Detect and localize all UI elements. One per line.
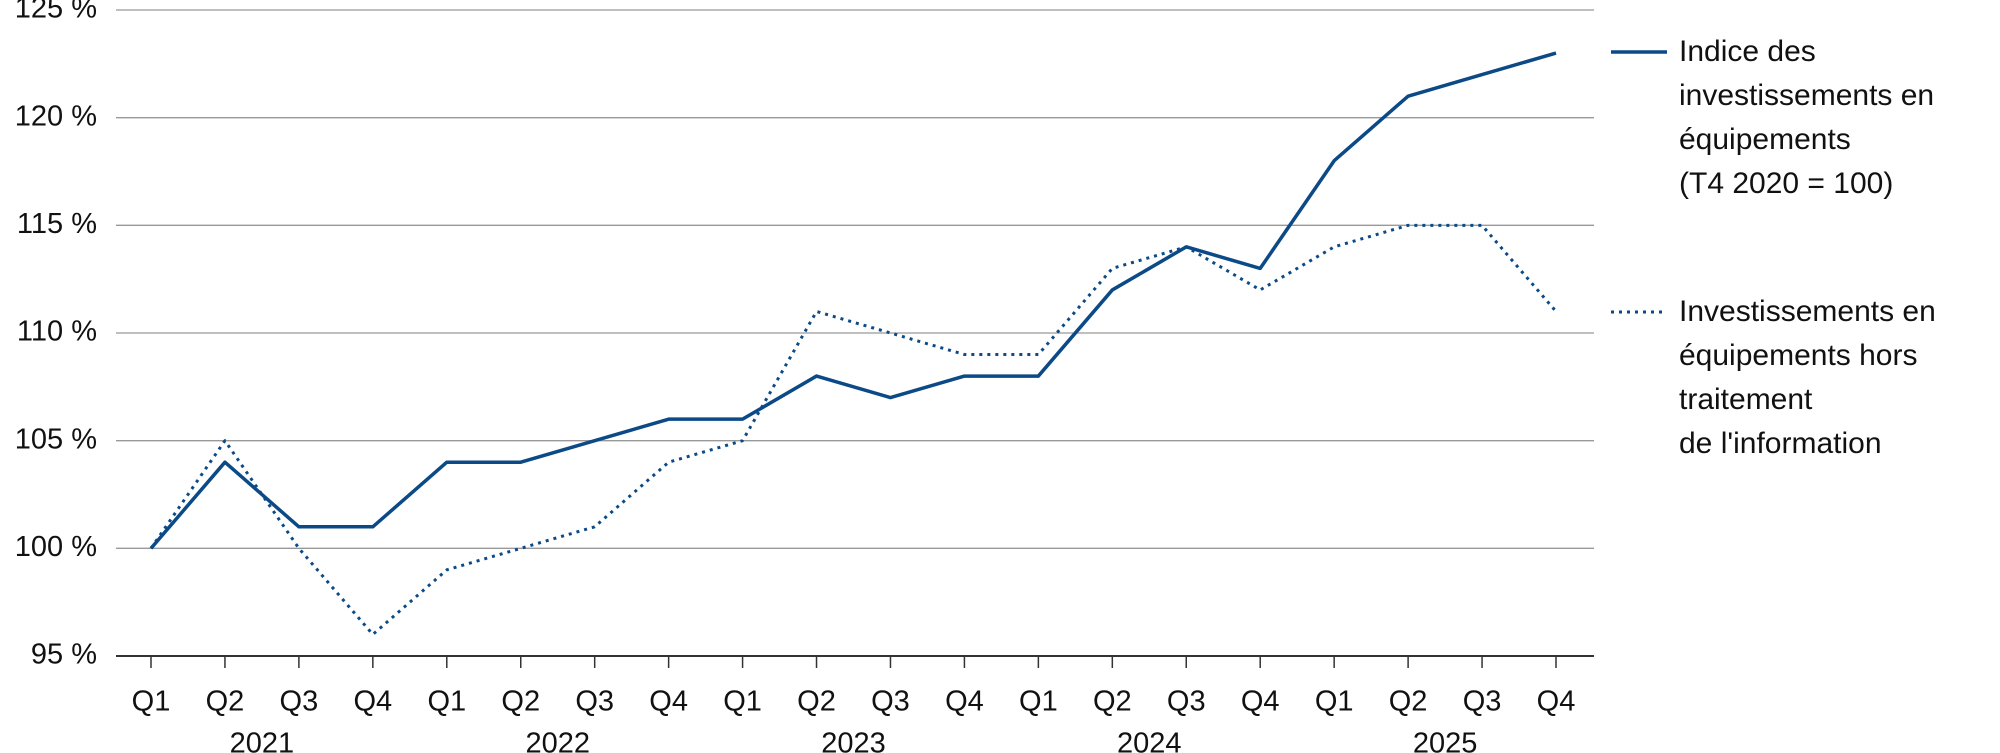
x-tick-label: Q2 xyxy=(1093,686,1132,718)
x-tick-label: Q1 xyxy=(427,686,466,718)
y-tick-label: 105 % xyxy=(15,423,97,455)
y-tick-label: 95 % xyxy=(31,639,97,671)
x-tick-label: Q1 xyxy=(1315,686,1354,718)
series-line xyxy=(149,51,1557,550)
y-tick-label: 120 % xyxy=(15,100,97,132)
x-tick-label: Q3 xyxy=(280,686,319,718)
year-label: 2025 xyxy=(1413,728,1478,753)
x-tick-label: Q2 xyxy=(206,686,245,718)
x-tick-label: Q3 xyxy=(871,686,910,718)
x-tick-label: Q3 xyxy=(1463,686,1502,718)
y-tick-label: 115 % xyxy=(17,208,97,240)
year-label: 2023 xyxy=(821,728,886,753)
year-label: 2022 xyxy=(525,728,590,753)
x-tick-label: Q1 xyxy=(723,686,762,718)
legend-item: Indice des investissements en équipement… xyxy=(1611,30,1991,206)
x-tick-label: Q2 xyxy=(501,686,540,718)
y-tick-label: 125 % xyxy=(15,0,97,25)
y-tick-label: 110 % xyxy=(17,316,97,348)
year-label: 2021 xyxy=(230,728,295,753)
x-tick-label: Q1 xyxy=(1019,686,1058,718)
x-tick-label: Q4 xyxy=(1241,686,1280,718)
legend-label: Indice des investissements en équipement… xyxy=(1679,35,1935,200)
legend-label: Investissements en équipements hors trai… xyxy=(1679,295,1936,460)
x-tick-label: Q3 xyxy=(1167,686,1206,718)
year-label: 2024 xyxy=(1117,728,1182,753)
legend-swatch xyxy=(1611,310,1667,314)
x-tick-label: Q4 xyxy=(649,686,688,718)
legend-swatch xyxy=(1611,50,1667,54)
series-line xyxy=(149,223,1558,636)
x-tick-label: Q4 xyxy=(945,686,984,718)
legend-item: Investissements en équipements hors trai… xyxy=(1611,290,1991,466)
y-tick-label: 100 % xyxy=(15,531,97,563)
x-tick-label: Q2 xyxy=(797,686,836,718)
x-tick-label: Q4 xyxy=(1537,686,1576,718)
x-tick-label: Q4 xyxy=(353,686,392,718)
x-tick-label: Q1 xyxy=(132,686,171,718)
x-tick-label: Q2 xyxy=(1389,686,1428,718)
x-tick-label: Q3 xyxy=(575,686,614,718)
